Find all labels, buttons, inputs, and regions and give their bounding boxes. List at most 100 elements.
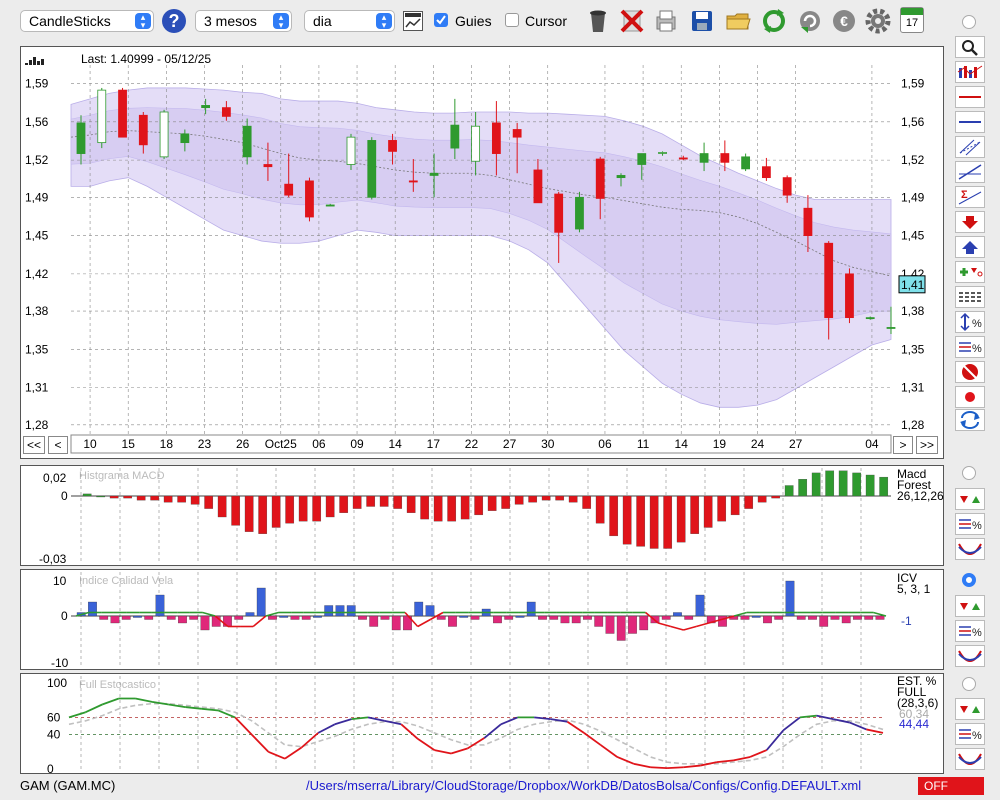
stochastic-legend-item: (28,3,6) [897,696,938,710]
plus-arrow-icon [960,268,983,277]
price-tick-right: 1,45 [901,229,925,243]
macd-bar [420,495,430,520]
icv-bar [346,605,356,617]
stochastic-curves-button[interactable] [955,748,985,770]
macd-levels-button[interactable]: % [955,513,985,535]
chart-window-icon[interactable] [403,11,423,31]
icv-panel-radio[interactable] [962,573,976,587]
price-chart-panel: 1,59 1,59 1,56 1,56 1,52 1,52 1,49 1,49 1,45 1,45… [20,46,944,459]
channel-tool-button[interactable] [955,136,985,158]
guides-checkbox[interactable] [434,13,448,27]
stochastic-k-line-segment [866,728,884,734]
time-tick-label: 30 [541,437,555,451]
print-icon[interactable] [652,7,680,35]
sell-arrow-button[interactable] [955,211,985,233]
calendar-icon[interactable]: 17 [900,7,924,33]
currency-icon[interactable]: € [830,7,858,35]
up-arrow-icon [962,241,978,254]
icv-bar [279,615,289,618]
price-tick-right: 1,59 [901,77,925,91]
sigma-tool-button[interactable]: Σ [955,186,985,208]
channel-icon [959,139,981,156]
stochastic-k-line-segment [201,707,219,712]
delete-icon[interactable] [618,7,646,35]
nav-next-button[interactable]: > [893,436,913,454]
macd-signals-button[interactable] [955,488,985,510]
lines-percent-icon: % [959,729,982,742]
icv-bar [178,615,187,624]
select-arrows-icon: ▴ ▾ [135,13,151,30]
macd-bar [339,495,349,513]
last-value-badge [898,275,926,294]
chart-window-glyph [405,13,421,28]
icv-bar [583,615,592,620]
stochastic-signals-button[interactable] [955,698,985,720]
icv-levels-button[interactable]: % [955,620,985,642]
check-icon [436,15,446,25]
macd-panel-radio[interactable] [962,466,976,480]
chart-type-icon-bar [41,59,44,65]
trash-icon[interactable] [584,7,612,35]
stochastic-k-line-segment [68,711,86,719]
stochastic-chart[interactable]: Full Estocastico 100 60 40 0 EST. %FULL(28,3,… [21,674,943,776]
zoom-tool-button[interactable] [955,36,985,58]
status-off-badge[interactable]: OFF [918,777,984,795]
save-icon[interactable] [688,7,716,35]
stochastic-k-line-segment [550,718,568,723]
indicator-overlay-button[interactable] [955,61,985,83]
icv-signal-line-segment [683,625,697,631]
time-tick-label: 14 [675,437,689,451]
vertical-percent-button[interactable]: % [955,311,985,333]
horizontal-red-line-button[interactable] [955,86,985,108]
open-folder-icon[interactable] [724,7,752,35]
icv-bar [256,587,266,617]
icv-bar [425,605,435,617]
macd-curves-button[interactable] [955,538,985,560]
horizontal-blue-line-button[interactable] [955,111,985,133]
stochastic-k-line-segment [334,718,352,726]
main-panel-radio[interactable] [962,15,976,29]
record-button[interactable] [955,386,985,408]
macd-bar [865,474,875,497]
guides-label: Guies [455,13,492,29]
signal-arrows-icon [960,706,980,713]
stochastic-levels-button[interactable]: % [955,723,985,745]
price-chart[interactable]: 1,59 1,59 1,56 1,56 1,52 1,52 1,49 1,49 1,45 1,45… [21,47,943,458]
nav-prev-button[interactable]: < [48,436,68,454]
icv-signal-line-segment [75,611,89,617]
lines-percent-button[interactable]: % [955,336,985,358]
icv-bar [189,615,199,620]
trendline-tool-button[interactable] [955,161,985,183]
settings-gear-icon[interactable] [864,7,892,35]
chart-type-select[interactable]: CandleSticks ▴ ▾ [20,10,154,32]
icv-curves-button[interactable] [955,645,985,667]
icv-bar [223,615,232,627]
macd-bar [109,495,119,499]
grid-lines-button[interactable] [955,286,985,308]
buy-arrow-button[interactable] [955,236,985,258]
icv-signals-button[interactable] [955,595,985,617]
stochastic-k-line-segment [733,756,751,762]
stop-button[interactable] [955,361,985,383]
cursor-checkbox[interactable] [505,13,519,27]
stochastic-k-line-segment [600,744,618,758]
stochastic-k-line-segment [716,759,734,764]
add-remove-signals-button[interactable] [955,261,985,283]
macd-bar [649,495,659,549]
nav-first-button[interactable]: << [23,436,45,454]
interval-select[interactable]: dia ▴ ▾ [304,10,395,32]
stochastic-panel-radio[interactable] [962,677,976,691]
refresh-icon[interactable] [760,7,788,35]
sync-button[interactable] [955,409,985,431]
period-select[interactable]: 3 mesos ▴ ▾ [195,10,292,32]
help-icon[interactable]: ? [162,9,186,33]
sync-arrows-icon [960,411,980,429]
update-data-icon[interactable] [796,7,824,35]
icv-bar [358,615,367,620]
nav-last-button[interactable]: >> [916,436,938,454]
config-path-link[interactable]: /Users/mserra/Library/CloudStorage/Dropb… [306,778,862,793]
icv-bar [875,615,885,620]
macd-chart[interactable]: Histgrama MACD 0,02 0 -0,03 MacdForest26,12,… [21,466,944,566]
icv-bar [200,615,210,631]
